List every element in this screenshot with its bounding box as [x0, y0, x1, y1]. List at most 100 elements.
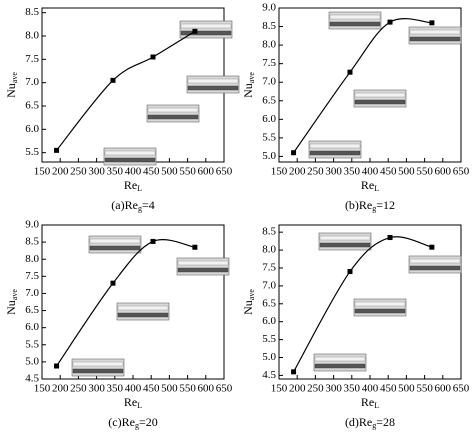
inset-image — [313, 353, 367, 372]
x-tick-label: 150 — [271, 383, 288, 395]
inset-image — [353, 89, 407, 108]
data-point — [110, 77, 116, 83]
data-point — [347, 69, 353, 75]
inset-strip — [354, 99, 406, 105]
y-tick-label: 7.0 — [25, 76, 39, 88]
x-tick-label: 600 — [435, 383, 452, 395]
x-axis-label-part: L — [137, 401, 142, 410]
x-tick-label: 200 — [52, 383, 69, 395]
y-tick-label: 5.5 — [25, 338, 39, 350]
y-axis-label-part: ave — [10, 289, 19, 301]
caption-part: (b)Re — [345, 198, 372, 212]
x-axis-label-part: L — [374, 401, 379, 410]
inset-image — [71, 358, 125, 377]
inset-strip — [117, 305, 169, 311]
y-tick-label: 7.0 — [25, 287, 39, 299]
inset-strip — [314, 356, 366, 362]
inset-strip — [309, 150, 361, 156]
inset-strip — [147, 107, 199, 113]
x-tick-label: 650 — [216, 383, 233, 395]
x-tick-label: 650 — [216, 166, 233, 178]
inset-image — [408, 255, 462, 274]
x-tick-label: 250 — [70, 383, 87, 395]
caption-part: g — [372, 421, 376, 430]
inset-strip — [104, 150, 156, 156]
inset-strip — [409, 265, 461, 271]
x-axis-label-part: L — [374, 184, 379, 193]
inset-image — [103, 147, 157, 166]
x-tick-label: 350 — [107, 383, 124, 395]
inset-strip — [117, 312, 169, 318]
data-point — [291, 150, 297, 156]
x-tick-label: 200 — [289, 383, 306, 395]
y-axis-label-part: Nu — [241, 300, 255, 315]
x-tick-label: 450 — [380, 166, 397, 178]
caption-part: =20 — [139, 415, 158, 429]
data-point — [54, 147, 60, 153]
inset-strip — [329, 14, 381, 20]
y-tick-label: 6.5 — [262, 94, 276, 106]
x-tick-label: 300 — [325, 166, 342, 178]
inset-strip — [72, 361, 124, 367]
data-line — [293, 18, 432, 154]
data-point — [54, 363, 60, 369]
x-axis-label: ReL — [124, 178, 142, 193]
x-tick-label: 150 — [34, 166, 51, 178]
x-tick-label: 400 — [125, 166, 142, 178]
y-tick-label: 7.0 — [262, 76, 276, 88]
inset-strip — [147, 114, 199, 120]
data-point — [387, 19, 393, 25]
y-tick-label: 8.5 — [25, 236, 39, 248]
inset-strip — [329, 21, 381, 27]
x-tick-label: 300 — [88, 383, 105, 395]
y-axis-label-part: Nu — [4, 83, 18, 98]
x-tick-label: 150 — [34, 383, 51, 395]
inset-image — [353, 298, 407, 317]
y-tick-label: 8.5 — [262, 20, 276, 32]
inset-image — [308, 140, 362, 159]
x-tick-label: 250 — [307, 166, 324, 178]
inset-strip — [309, 143, 361, 149]
inset-strip — [319, 235, 371, 241]
x-tick-label: 200 — [52, 166, 69, 178]
inset-image — [116, 302, 170, 321]
y-axis-label-part: Nu — [4, 300, 18, 315]
y-tick-label: 6.0 — [25, 321, 39, 333]
x-axis-label-part: Re — [124, 395, 137, 409]
y-tick-label: 5.0 — [25, 355, 39, 367]
y-axis-label-part: ave — [10, 72, 19, 84]
inset-strip — [354, 308, 406, 314]
x-axis-label-part: Re — [124, 178, 137, 192]
data-point — [429, 244, 435, 250]
y-tick-label: 4.5 — [25, 373, 39, 385]
x-tick-label: 400 — [362, 383, 379, 395]
x-tick-label: 650 — [453, 383, 470, 395]
inset-strip — [89, 245, 141, 251]
inset-strip — [72, 368, 124, 374]
x-tick-label: 400 — [362, 166, 379, 178]
inset-strip — [319, 242, 371, 248]
y-axis-label: Nuave — [4, 289, 19, 315]
inset-image — [146, 104, 200, 123]
x-axis-label: ReL — [361, 395, 379, 410]
inset-strip — [180, 23, 232, 29]
x-axis-label: ReL — [361, 178, 379, 193]
data-point — [110, 280, 116, 286]
y-axis-label: Nuave — [241, 289, 256, 315]
data-point — [192, 28, 198, 34]
x-tick-label: 600 — [198, 383, 215, 395]
caption-part: (a)Re — [111, 198, 138, 212]
x-tick-label: 150 — [271, 166, 288, 178]
y-tick-label: 4.5 — [262, 369, 276, 381]
data-line — [293, 236, 433, 373]
x-axis-label: ReL — [124, 395, 142, 410]
caption: (b)Reg=12 — [345, 198, 395, 213]
x-axis-label-part: L — [137, 184, 142, 193]
data-point — [347, 269, 353, 275]
caption-part: g — [135, 421, 139, 430]
x-tick-label: 250 — [307, 383, 324, 395]
y-axis-label: Nuave — [241, 72, 256, 98]
inset-strip — [89, 238, 141, 244]
caption-part: =12 — [376, 198, 395, 212]
x-tick-label: 500 — [161, 383, 178, 395]
